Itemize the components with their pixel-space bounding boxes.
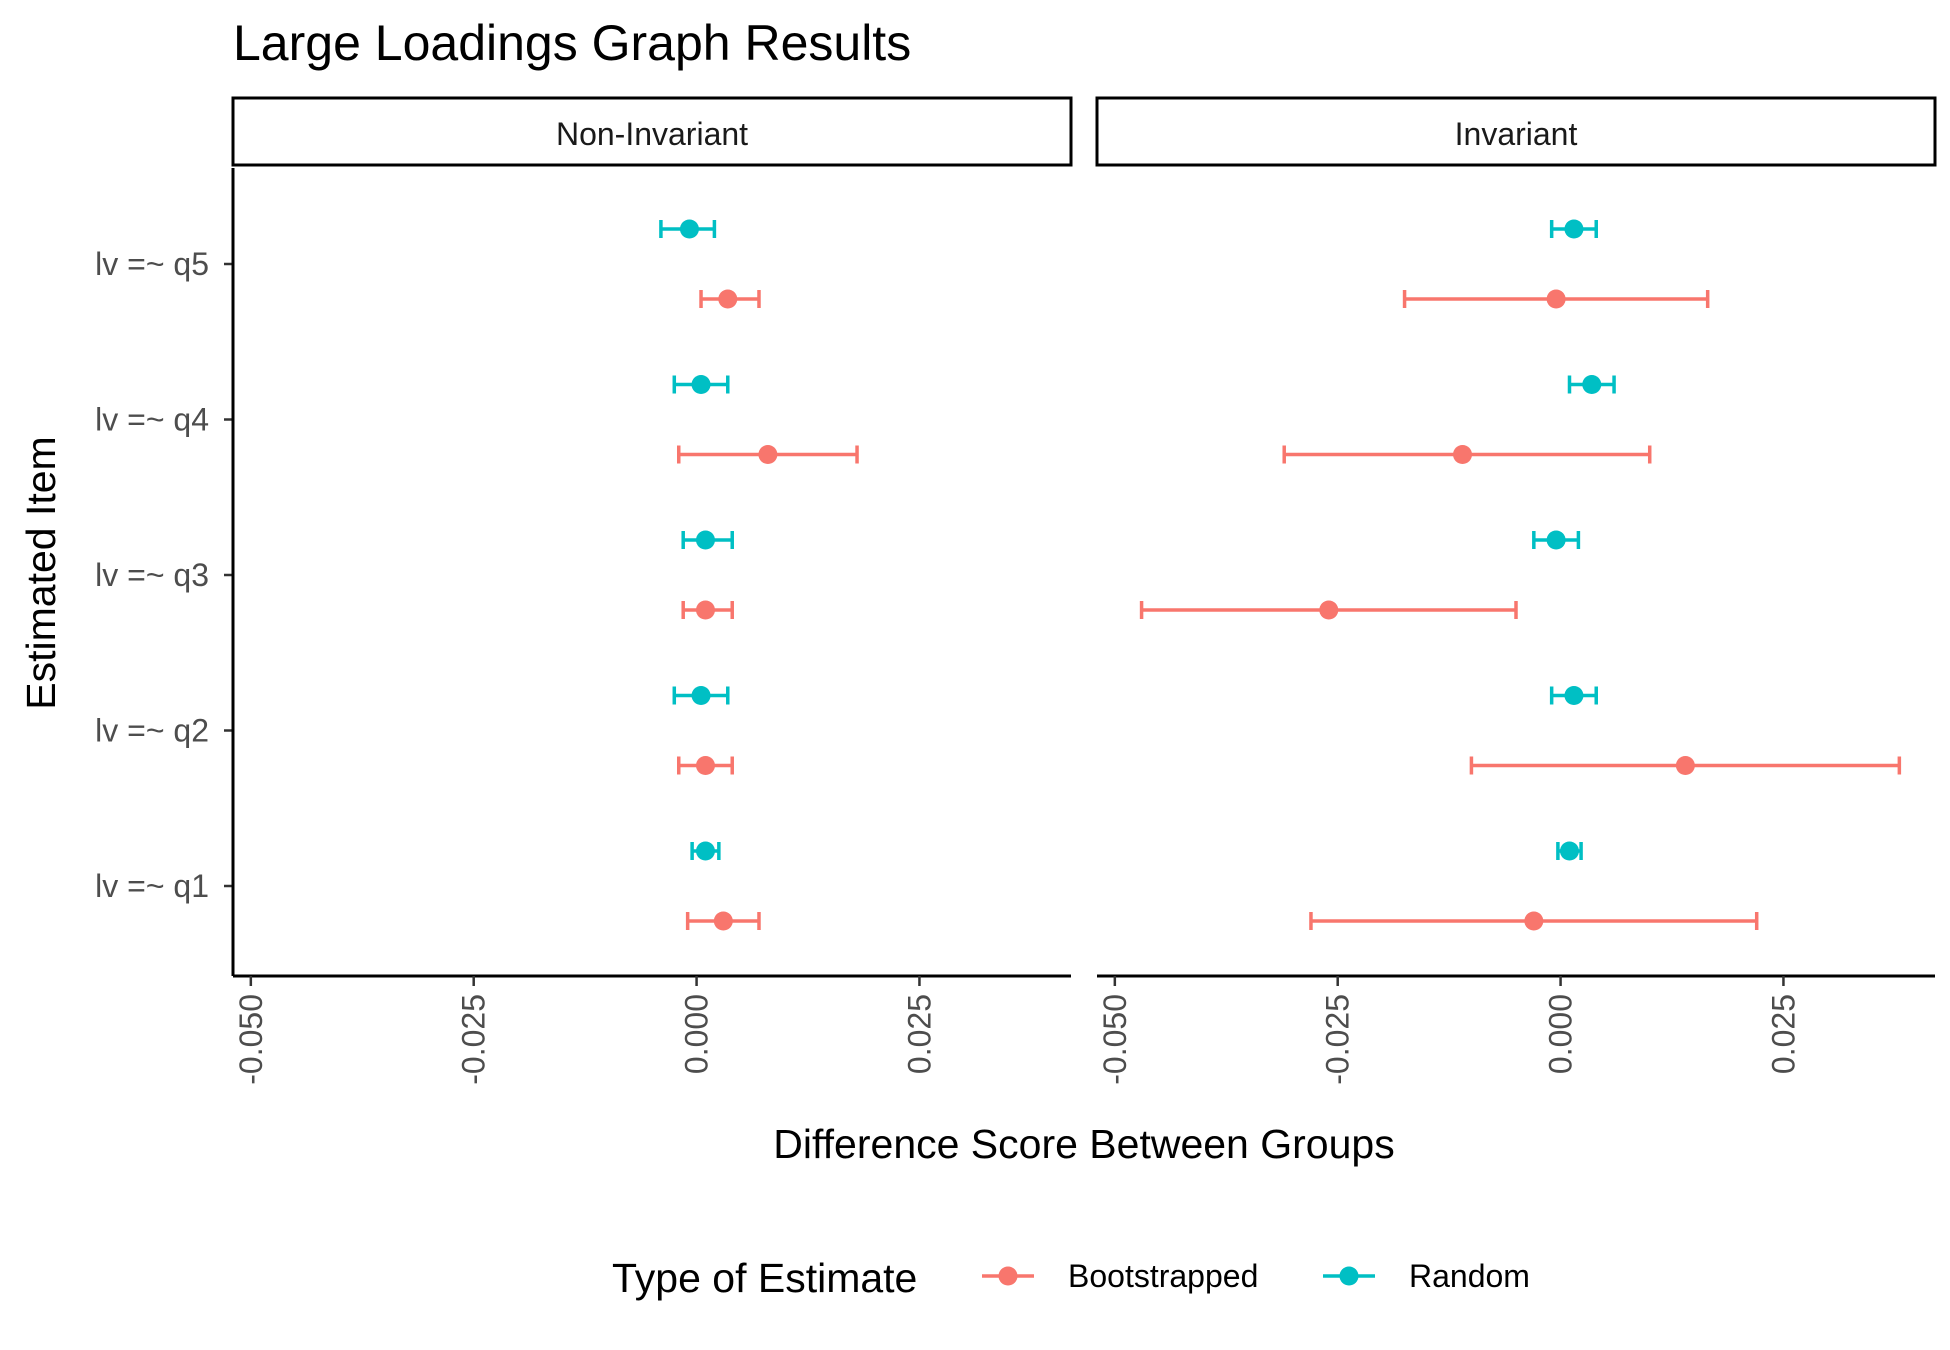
legend-label: Random xyxy=(1409,1258,1530,1294)
y-tick-label: lv =~ q5 xyxy=(95,246,209,282)
error-bar-point xyxy=(672,375,730,394)
y-tick-label: lv =~ q3 xyxy=(95,557,209,593)
legend-entry-bootstrapped: Bootstrapped xyxy=(982,1258,1258,1294)
legend-title: Type of Estimate xyxy=(612,1255,917,1301)
x-tick-label: 0.000 xyxy=(1543,994,1579,1074)
facet-label: Invariant xyxy=(1455,116,1578,152)
facet-label: Non-Invariant xyxy=(556,116,748,152)
error-bar-point xyxy=(1309,911,1759,931)
error-bar-point xyxy=(659,219,717,239)
error-bar-point xyxy=(681,600,734,620)
error-bar-point xyxy=(699,289,761,309)
error-bar-point xyxy=(1282,445,1652,464)
error-bar-point xyxy=(685,911,761,931)
error-bar-point xyxy=(672,686,730,705)
x-tick-label: 0.025 xyxy=(1765,994,1801,1074)
plot-area: lv =~ q1 lv =~ q2 lv =~ q3 lv =~ q4 lv =~ q5… xyxy=(95,96,1937,1085)
error-bar-point xyxy=(1532,530,1581,550)
x-tick-label: 0.000 xyxy=(679,994,715,1074)
error-bar-point xyxy=(1549,686,1598,705)
legend-entry-random: Random xyxy=(1323,1258,1530,1294)
error-bar-point xyxy=(1402,289,1710,309)
x-tick-label: -0.050 xyxy=(1097,994,1133,1085)
error-bar-point xyxy=(1469,756,1902,775)
error-bar-point xyxy=(1139,600,1518,620)
error-bar-point xyxy=(690,841,721,861)
y-tick-label: lv =~ q4 xyxy=(95,402,209,438)
x-axis-title: Difference Score Between Groups xyxy=(773,1121,1394,1167)
y-tick-label: lv =~ q2 xyxy=(95,713,209,749)
x-tick-label: -0.025 xyxy=(1320,994,1356,1085)
error-bar-point xyxy=(676,445,859,464)
error-bar-point xyxy=(1556,841,1583,861)
chart-title: Large Loadings Graph Results xyxy=(233,15,911,71)
y-axis-title: Estimated Item xyxy=(18,436,64,709)
error-bar-point xyxy=(1567,375,1616,394)
x-tick-label: 0.025 xyxy=(901,994,937,1074)
error-bar-point xyxy=(676,756,734,775)
facet-strip xyxy=(231,96,1073,167)
legend: Type of Estimate Bootstrapped Random xyxy=(612,1255,1530,1301)
legend-label: Bootstrapped xyxy=(1068,1258,1258,1294)
y-tick-label: lv =~ q1 xyxy=(95,868,209,904)
error-bar-point xyxy=(681,530,734,550)
x-tick-label: -0.025 xyxy=(456,994,492,1085)
facet-strip xyxy=(1095,96,1937,167)
error-bar-point xyxy=(1549,219,1598,239)
x-tick-label: -0.050 xyxy=(233,994,269,1085)
